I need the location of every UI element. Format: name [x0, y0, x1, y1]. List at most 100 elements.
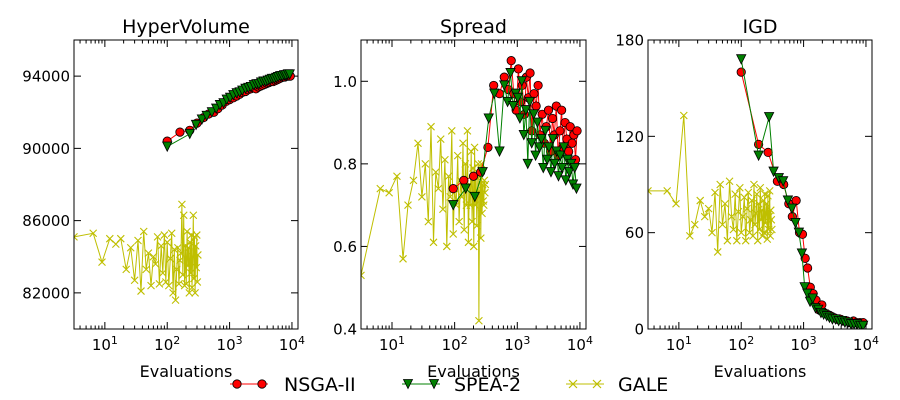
legend-marker-gale: [568, 379, 578, 389]
data-point-gale: [756, 183, 765, 192]
data-point-nsga2: [763, 147, 773, 157]
data-point-gale: [760, 228, 768, 237]
data-point-gale: [139, 227, 148, 236]
data-point-gale: [469, 164, 477, 172]
data-point-nsga2: [565, 122, 575, 132]
data-point-gale: [177, 249, 185, 258]
data-point-gale: [752, 209, 760, 218]
data-point-gale: [704, 204, 713, 213]
data-point-gale: [761, 219, 770, 227]
data-point-spea2: [526, 138, 537, 149]
data-point-gale: [708, 228, 716, 237]
data-point-gale: [173, 243, 182, 252]
data-point-gale: [764, 191, 772, 200]
y-tick-label-igd: 60: [625, 224, 644, 242]
y-tick-label-spread: 0.6: [333, 238, 357, 256]
x-axis-label-igd: Evaluations: [714, 362, 807, 381]
data-point-spea2: [520, 105, 532, 116]
y-tick-label-hypervolume: 90000: [22, 140, 70, 158]
data-point-gale: [469, 242, 478, 251]
data-point-spea2: [541, 154, 553, 166]
data-point-nsga2: [489, 80, 499, 91]
data-point-gale: [191, 288, 200, 297]
x-tick-label-igd: 103: [791, 334, 817, 354]
data-point-spea2: [735, 54, 747, 65]
y-tick-label-spread: 0.8: [333, 155, 357, 173]
data-point-gale: [147, 281, 155, 290]
data-point-gale: [700, 212, 709, 221]
data-point-gale: [765, 187, 774, 195]
data-point-gale: [163, 238, 172, 247]
data-point-gale: [409, 176, 418, 185]
data-point-gale: [460, 226, 469, 234]
data-point-gale: [414, 139, 422, 148]
x-tick-label-igd: 104: [853, 334, 879, 354]
data-point-spea2: [554, 150, 566, 162]
data-point-gale: [459, 139, 467, 148]
data-point-gale: [476, 234, 485, 243]
x-axis-label-spread: Evaluations: [427, 362, 520, 381]
axes-frame-igd: [647, 39, 873, 330]
data-point-spea2: [564, 167, 575, 178]
data-point-spea2: [790, 218, 801, 229]
data-point-spea2: [543, 142, 555, 153]
data-point-gale: [731, 190, 740, 199]
data-point-gale: [721, 199, 729, 208]
data-point-spea2: [512, 92, 524, 104]
data-point-gale: [471, 201, 480, 210]
data-point-spea2: [763, 112, 775, 123]
data-point-gale: [167, 229, 176, 238]
x-tick-label-hypervolume: 103: [217, 334, 243, 354]
data-point-gale: [754, 199, 763, 208]
data-point-spea2: [793, 227, 805, 239]
data-point-gale: [176, 256, 184, 265]
data-point-spea2: [196, 114, 208, 125]
data-point-gale: [449, 230, 458, 238]
x-tick-label-igd: 101: [666, 334, 692, 354]
subplots: HyperVolume 82000 86000 90000 94000 101 102 103…: [22, 16, 879, 381]
data-point-gale: [126, 243, 135, 252]
series-spea2-igd: [735, 54, 869, 329]
x-tick-label-hypervolume: 102: [154, 334, 180, 354]
data-point-gale: [134, 236, 142, 245]
data-point-nsga2: [572, 126, 582, 136]
data-point-spea2: [538, 162, 549, 174]
data-point-spea2: [796, 248, 808, 260]
y-tick-label-igd: 120: [615, 128, 644, 146]
data-point-gale: [153, 232, 162, 241]
data-point-gale: [446, 192, 455, 201]
data-point-gale: [188, 252, 197, 261]
series-gale-igd: [648, 111, 776, 256]
data-point-gale: [122, 265, 131, 274]
data-point-spea2: [807, 293, 818, 304]
data-point-gale: [447, 126, 456, 135]
data-point-nsga2: [803, 263, 813, 273]
data-point-spea2: [777, 176, 789, 187]
data-point-spea2: [786, 203, 798, 215]
data-point-gale: [192, 231, 201, 239]
data-point-gale: [766, 206, 775, 215]
data-point-gale: [727, 212, 736, 221]
y-tick-label-igd: 0: [634, 321, 644, 339]
data-point-nsga2: [529, 89, 539, 99]
data-point-gale: [142, 265, 151, 274]
data-point-nsga2: [499, 72, 509, 82]
data-point-gale: [663, 187, 672, 195]
data-point-spea2: [528, 109, 539, 120]
data-point-spea2: [514, 113, 526, 124]
legend: NSGA-II SPEA-2 GALE: [230, 374, 668, 396]
data-point-gale: [185, 288, 194, 297]
data-point-gale: [467, 147, 476, 156]
data-point-spea2: [532, 117, 543, 129]
chart-title-igd: IGD: [743, 16, 778, 38]
data-point-gale: [74, 232, 78, 241]
data-point-nsga2: [547, 113, 558, 124]
data-point-gale: [434, 184, 443, 193]
legend-entry-spea2: SPEA-2: [402, 374, 521, 396]
data-point-gale: [716, 180, 725, 189]
x-tick-label-spread: 101: [379, 334, 405, 354]
data-point-gale: [690, 220, 699, 229]
data-point-nsga2: [175, 127, 185, 137]
data-point-gale: [475, 316, 483, 325]
legend-marker-nsga2: [257, 379, 267, 389]
